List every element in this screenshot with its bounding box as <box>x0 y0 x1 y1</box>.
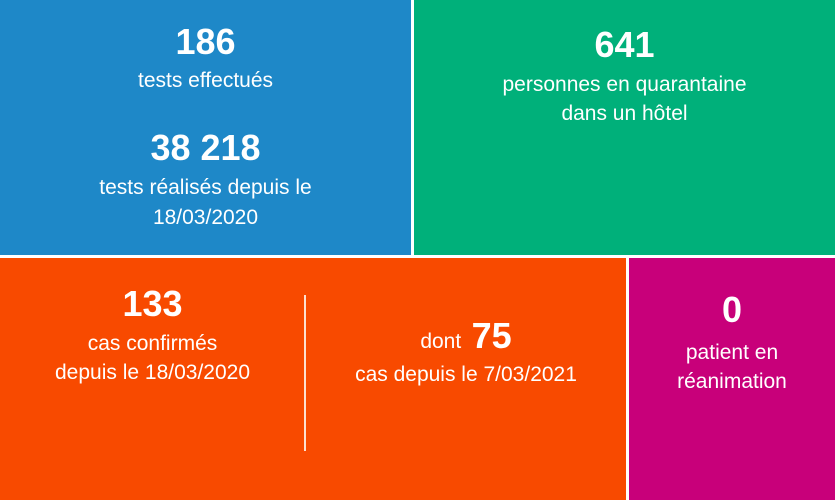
cases-label-1: cas confirmés <box>87 332 218 355</box>
tests-total-label-1: tests réalisés depuis le <box>99 176 312 199</box>
quarantine-count: 641 <box>594 24 655 65</box>
icu-label-1: patient en <box>685 341 779 364</box>
tests-total: 38 218 <box>150 127 261 168</box>
quarantine-label-1: personnes en quarantaine <box>502 73 747 96</box>
cases-count: 133 <box>122 283 183 324</box>
icu-count: 0 <box>721 289 743 330</box>
quarantine-tile: 641 personnes en quarantaine dans un hôt… <box>414 0 835 255</box>
icu-tile: 0 patient en réanimation <box>629 258 835 500</box>
tests-label: tests effectués <box>137 69 274 92</box>
quarantine-label-2: dans un hôtel <box>561 102 688 125</box>
cases-sub-prefix: dont <box>420 330 462 353</box>
divider <box>304 295 306 451</box>
cases-tile: 133 cas confirmés depuis le 18/03/2020 d… <box>0 258 626 500</box>
tests-tile: 186 tests effectués 38 218 tests réalisé… <box>0 0 411 255</box>
tests-total-label-2: 18/03/2020 <box>152 206 259 229</box>
cases-sub-label: cas depuis le 7/03/2021 <box>355 363 577 386</box>
cases-sub-count: 75 <box>471 315 512 356</box>
cases-label-2: depuis le 18/03/2020 <box>55 361 250 384</box>
tests-count: 186 <box>175 21 236 62</box>
icu-label-2: réanimation <box>677 370 787 393</box>
